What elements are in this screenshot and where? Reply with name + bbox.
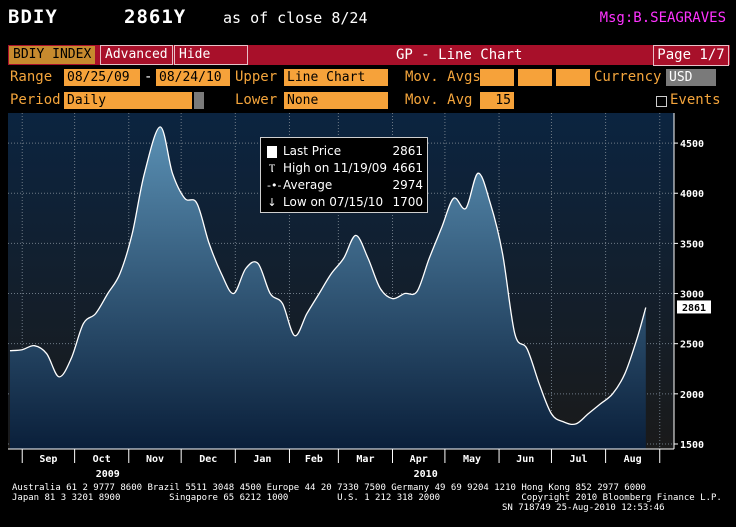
title-bar: BDIY 2861Y as of close 8/24 Msg:B.SEAGRA…: [0, 0, 736, 40]
tab-advanced[interactable]: Advanced: [100, 45, 173, 65]
legend-average-label: Average: [283, 178, 333, 192]
last-price-display: 2861Y: [124, 6, 187, 28]
lower-label: Lower: [235, 92, 278, 108]
y-tick-label: 3000: [680, 290, 704, 301]
legend-last-price-value: 2861: [392, 144, 423, 158]
footer-serial: SN 718749 25-Aug-2010 12:53:46: [502, 503, 665, 513]
x-tick-label: Jun: [516, 454, 534, 465]
page-indicator[interactable]: Page 1/7: [653, 45, 729, 66]
y-tick-label: 1500: [680, 440, 704, 451]
lower-chart-select[interactable]: None: [284, 92, 388, 109]
currency-select[interactable]: USD: [666, 69, 706, 86]
line-chart: 1500 2000 2500 3000 3500 4000 4500 Sep Oct Nov De…: [8, 113, 711, 480]
settings-row-2: Period Daily Lower None Mov. Avg 15 Even…: [8, 91, 730, 113]
year-label: 2010: [414, 469, 438, 480]
y-tick-label: 4000: [680, 189, 704, 200]
toolbar: [8, 45, 730, 65]
as-of-text: as of close 8/24: [223, 9, 368, 27]
low-marker-icon: ↓: [267, 196, 277, 209]
chart-legend: Last Price 2861 Ⲧ High on 11/19/09 4661 …: [260, 137, 428, 213]
mov-avg-input-1[interactable]: [480, 69, 514, 86]
range-start-input[interactable]: 08/25/09: [64, 69, 140, 86]
x-axis: Sep Oct Nov Dec Jan Feb Mar Apr May Jun Jul Aug 2009…: [8, 448, 674, 480]
chart-type-title: GP - Line Chart: [396, 47, 523, 63]
legend-low-label: Low on 07/15/10: [283, 195, 384, 209]
average-marker-icon: -•-: [267, 179, 282, 192]
period-label: Period: [10, 92, 61, 108]
y-tick-label: 2000: [680, 390, 704, 401]
footer-phone-line-1: Australia 61 2 9777 8600 Brazil 5511 304…: [12, 483, 646, 493]
y-axis: 1500 2000 2500 3000 3500 4000 4500: [673, 113, 704, 451]
legend-average-value: 2974: [392, 178, 423, 192]
mov-avg-input-3[interactable]: [556, 69, 590, 86]
events-label: Events: [670, 92, 721, 108]
x-tick-label: Nov: [146, 454, 164, 465]
tab-index[interactable]: BDIY INDEX: [9, 46, 96, 64]
high-marker-icon: Ⲧ: [268, 162, 276, 175]
mov-avg-label: Mov. Avg: [405, 92, 473, 108]
x-tick-label: Apr: [410, 454, 428, 465]
period-dropdown-arrow[interactable]: [194, 92, 204, 109]
x-tick-label: Mar: [356, 454, 374, 465]
legend-last-price-label: Last Price: [283, 144, 342, 158]
mov-avg-value-input[interactable]: 15: [480, 92, 514, 109]
upper-label: Upper: [235, 69, 278, 85]
currency-label: Currency: [594, 69, 662, 85]
y-tick-label: 2500: [680, 340, 704, 351]
footer-phone-line-2: Japan 81 3 3201 8900 Singapore 65 6212 1…: [12, 493, 722, 503]
square-icon: [267, 146, 277, 158]
mov-avgs-label: Mov. Avgs: [405, 69, 481, 85]
price-area: [10, 126, 646, 450]
legend-row-high: Ⲧ High on 11/19/09 4661: [267, 161, 423, 178]
x-tick-label: Aug: [624, 454, 642, 465]
x-tick-label: Oct: [93, 454, 111, 465]
currency-dropdown-arrow[interactable]: [706, 69, 716, 86]
x-tick-label: Jan: [253, 454, 271, 465]
x-tick-label: Sep: [39, 454, 57, 465]
y-tick-label: 3500: [680, 239, 704, 250]
x-tick-label: May: [463, 454, 481, 465]
legend-high-value: 4661: [392, 161, 423, 175]
last-value-tag: 2861: [677, 300, 711, 314]
y-tick-label: 4500: [680, 139, 704, 150]
tab-hide[interactable]: Hide: [174, 45, 248, 65]
legend-low-value: 1700: [392, 195, 423, 209]
legend-row-last-price: Last Price 2861: [267, 144, 423, 161]
ticker-symbol: BDIY: [8, 6, 58, 28]
x-tick-label: Jul: [569, 454, 587, 465]
legend-row-low: ↓ Low on 07/15/10 1700: [267, 195, 423, 212]
x-tick-label: Dec: [199, 454, 217, 465]
legend-row-average: -•- Average 2974: [267, 178, 423, 195]
message-link[interactable]: Msg:B.SEAGRAVES: [599, 10, 726, 26]
settings-row-1: Range 08/25/09 - 08/24/10 Upper Line Cha…: [8, 68, 730, 90]
range-dash: -: [144, 69, 153, 85]
events-checkbox[interactable]: [656, 96, 667, 107]
x-tick-label: Feb: [305, 454, 323, 465]
price-line: [9, 126, 647, 426]
last-value-tag-label: 2861: [682, 303, 706, 314]
mov-avg-input-2[interactable]: [518, 69, 552, 86]
year-label: 2009: [96, 469, 120, 480]
period-select[interactable]: Daily: [64, 92, 192, 109]
range-end-input[interactable]: 08/24/10: [156, 69, 230, 86]
upper-chart-select[interactable]: Line Chart: [284, 69, 388, 86]
range-label: Range: [10, 69, 53, 85]
legend-high-label: High on 11/19/09: [283, 161, 388, 175]
